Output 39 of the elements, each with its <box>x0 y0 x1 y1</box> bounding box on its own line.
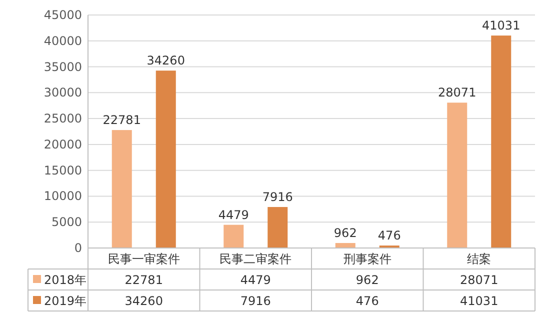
annotation: 34260 <box>146 54 185 68</box>
y-tick-label: 0 <box>74 241 82 255</box>
annotation: 476 <box>378 228 401 243</box>
x-tick-label: 民事二审案件 <box>220 252 292 266</box>
annotation: 7916 <box>262 190 293 204</box>
data-label: 41031 <box>460 294 498 308</box>
y-tick-label: 5000 <box>51 215 82 230</box>
annotation: 28071 <box>438 86 476 100</box>
data-label: 7916 <box>240 294 271 308</box>
bar <box>491 36 512 248</box>
annotation: 962 <box>334 226 357 240</box>
legend-label: 2019年 <box>44 294 87 308</box>
y-tick-label: 30000 <box>44 86 82 100</box>
bar <box>268 207 288 248</box>
y-tick-label: 20000 <box>44 137 82 152</box>
y-tick-label: 25000 <box>44 112 82 126</box>
y-tick-label: 45000 <box>44 8 82 22</box>
annotation: 22781 <box>102 113 141 128</box>
bar <box>335 243 356 248</box>
data-label: 962 <box>356 273 379 287</box>
data-label: 22781 <box>124 273 163 287</box>
bar <box>447 102 468 248</box>
data-label: 476 <box>356 294 379 308</box>
bar <box>224 224 244 248</box>
y-tick-label: 15000 <box>44 163 82 178</box>
y-tick-label: 35000 <box>44 60 82 74</box>
data-label: 34260 <box>124 294 163 308</box>
data-label: 28071 <box>460 273 498 287</box>
y-tick-label: 10000 <box>44 189 82 204</box>
x-tick-label: 结案 <box>467 252 492 266</box>
annotation: 41031 <box>482 18 520 33</box>
y-tick-label: 40000 <box>44 34 82 48</box>
data-label: 4479 <box>240 273 271 287</box>
annotation: 4479 <box>218 208 249 222</box>
bar <box>156 70 176 248</box>
x-tick-label: 刑事案件 <box>343 252 392 266</box>
x-tick-label: 民事一审案件 <box>108 252 180 266</box>
bar <box>112 130 132 248</box>
legend-label: 2018年 <box>44 273 87 287</box>
